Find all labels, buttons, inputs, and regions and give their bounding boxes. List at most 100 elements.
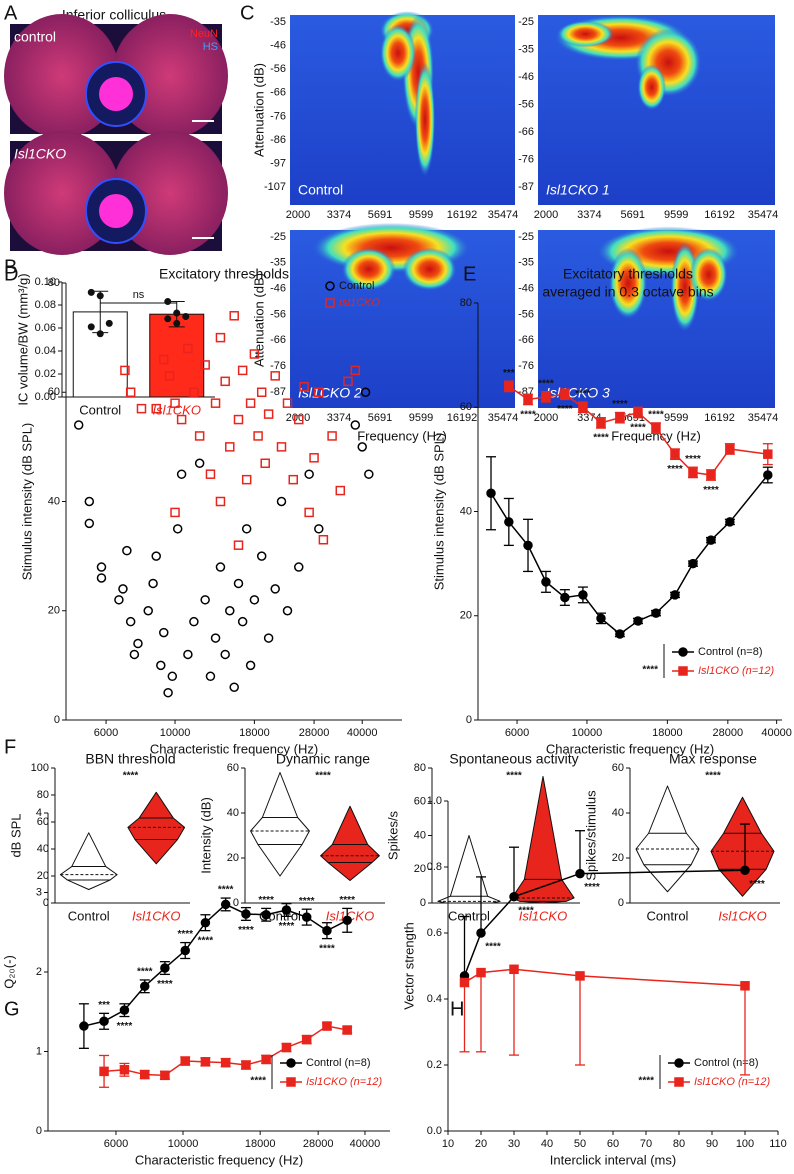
series-line <box>490 474 769 635</box>
annotation: **** <box>642 665 658 676</box>
x-tick-label: 16192 <box>704 209 735 221</box>
x-axis-label: Characteristic frequency (Hz) <box>135 1152 303 1167</box>
panel-letter: C <box>240 2 254 24</box>
x-tick-label: Isl1CKO <box>326 908 374 923</box>
significance: **** <box>299 896 315 907</box>
y-tick-label: 0 <box>618 897 624 909</box>
heat-blob <box>637 64 666 110</box>
marker <box>215 562 226 572</box>
heat-blob <box>689 247 728 302</box>
significance: **** <box>520 409 536 420</box>
y-tick-label: -46 <box>518 283 534 295</box>
marker <box>210 633 221 643</box>
annotation: ns <box>133 289 145 301</box>
marker <box>200 917 211 928</box>
x-tick-label: 10000 <box>572 727 603 739</box>
marker <box>183 343 193 354</box>
y-tick-label: 0.0 <box>427 1125 442 1137</box>
x-tick-label: Isl1CKO <box>132 908 180 923</box>
marker <box>288 474 298 485</box>
x-tick-label: 40000 <box>347 727 378 739</box>
y-tick-label: 20 <box>414 863 426 875</box>
chart-title: Excitatory thresholds <box>159 266 289 282</box>
marker <box>335 485 346 496</box>
annotation: **** <box>315 771 331 782</box>
marker <box>237 365 248 376</box>
marker <box>281 1042 292 1053</box>
x-tick-label: 40000 <box>761 727 792 739</box>
y-axis-label: Intensity (dB) <box>198 797 213 874</box>
x-tick-label: 28000 <box>713 727 744 739</box>
marker <box>523 394 533 405</box>
y-tick-label: 20 <box>612 852 624 864</box>
y-tick-label: 0.04 <box>35 345 56 357</box>
y-tick-label: 40 <box>37 843 49 855</box>
y-tick-label: 80 <box>48 277 60 289</box>
y-tick-label: 0.00 <box>35 391 56 403</box>
marker <box>688 467 698 478</box>
legend-label: Isl1CKO (n=12) <box>694 1076 770 1088</box>
data-point <box>164 298 172 306</box>
legend-label: Isl1CKO <box>339 297 380 309</box>
x-tick-label: 6000 <box>505 727 529 739</box>
y-axis-label: dB SPL <box>8 813 23 857</box>
marker <box>229 311 239 321</box>
y-tick-label: 0.8 <box>427 861 442 873</box>
x-tick-label: 35474 <box>748 209 779 221</box>
significance: **** <box>557 404 573 415</box>
marker <box>249 595 260 605</box>
y-tick-label: -46 <box>518 71 534 83</box>
marker <box>314 524 324 534</box>
annotation: **** <box>506 771 522 782</box>
marker <box>357 442 367 452</box>
significance: *** <box>98 1000 110 1011</box>
significance: **** <box>279 921 295 932</box>
legend-label: Control (n=8) <box>698 646 763 658</box>
marker <box>596 418 606 428</box>
marker <box>282 398 293 408</box>
y-axis-label: Stimulus intensity (dB SPL) <box>431 433 446 591</box>
marker <box>261 910 271 920</box>
marker <box>509 891 519 902</box>
y-tick-label: 100 <box>31 762 49 774</box>
y-tick-label: -66 <box>270 87 286 99</box>
x-tick-label: 110 <box>769 1138 787 1150</box>
y-tick-label: -56 <box>518 308 534 320</box>
marker <box>151 403 161 414</box>
marker <box>129 649 140 660</box>
x-tick-label: 9599 <box>409 412 433 424</box>
x-tick-label: 3374 <box>327 209 351 221</box>
panel-letter: H <box>450 998 464 1020</box>
significance: *** <box>503 368 515 379</box>
marker <box>183 649 193 660</box>
panel-letter: B <box>4 256 17 278</box>
marker <box>125 387 136 397</box>
y-axis-label: Attenuation (dB) <box>251 273 266 367</box>
marker <box>164 371 175 381</box>
series-line <box>463 869 746 977</box>
violin <box>127 791 186 865</box>
significance: **** <box>538 378 554 389</box>
x-tick-label: 6000 <box>94 727 118 739</box>
marker <box>276 442 287 452</box>
y-tick-label: -76 <box>518 154 534 166</box>
marker <box>176 469 187 479</box>
y-tick-label: -76 <box>270 360 286 372</box>
violin <box>635 785 700 893</box>
x-tick-label: 2000 <box>534 412 558 424</box>
marker <box>725 444 735 454</box>
marker <box>286 1058 296 1068</box>
marker <box>504 517 514 527</box>
y-tick-label: 20 <box>460 610 472 622</box>
x-tick-label: 9599 <box>664 209 688 221</box>
stain-label: NeuN <box>190 28 218 40</box>
marker <box>84 518 95 529</box>
map-name: Isl1CKO 2 <box>298 385 362 401</box>
data-point <box>87 323 95 331</box>
x-tick-label: 2000 <box>534 209 558 221</box>
annotation: **** <box>705 771 721 782</box>
marker <box>160 963 170 973</box>
marker <box>205 469 216 479</box>
marker <box>200 1057 211 1067</box>
x-tick-label: 28000 <box>303 1138 334 1150</box>
